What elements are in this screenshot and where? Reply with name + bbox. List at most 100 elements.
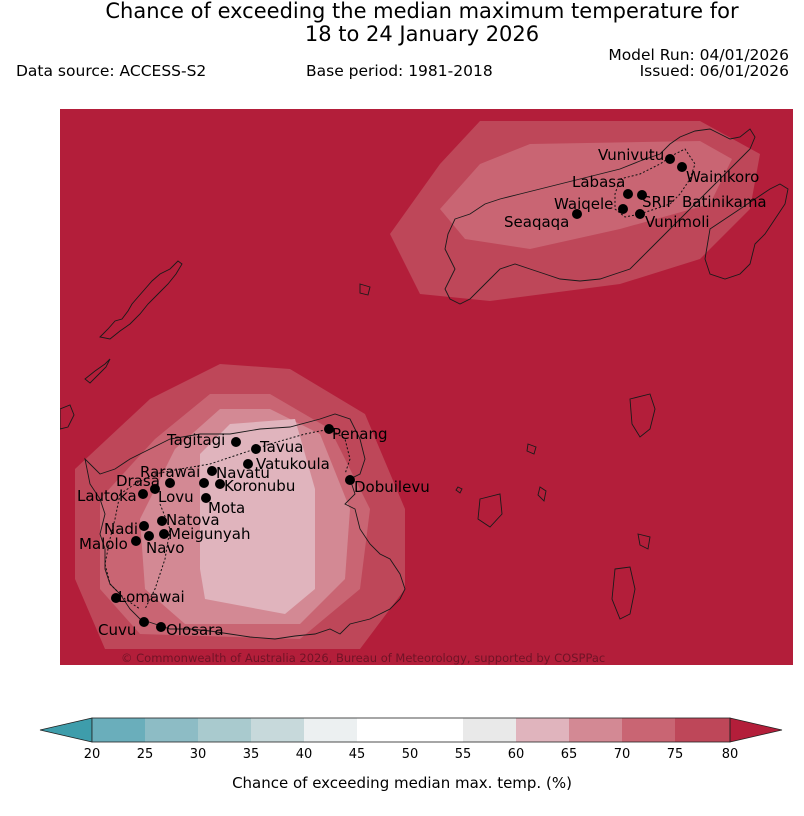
boundary-vanua-levu (614, 148, 696, 218)
label-batinikama: Batinikama (682, 193, 767, 211)
colorbar-bin-25-30 (145, 718, 198, 742)
colorbar-tick: 65 (561, 747, 578, 762)
coastline-island-4 (537, 486, 547, 502)
label-olosara: Olosara (166, 621, 224, 639)
marker-nadi[interactable]: Nadi (104, 520, 149, 538)
label-natova: Natova (166, 511, 220, 529)
marker-natova[interactable]: Natova (157, 511, 220, 529)
label-navatu: Navatu (216, 464, 270, 482)
marker-vunimoli[interactable]: Vunimoli (635, 209, 710, 231)
coastline-island-1 (629, 393, 656, 438)
marker-labasa[interactable]: Labasa (572, 173, 633, 199)
marker-meigunyah[interactable]: Meigunyah (144, 525, 250, 543)
label-lautoka: Lautoka (77, 487, 137, 505)
label-rarawai: Rarawai (140, 463, 200, 481)
colorbar-ticks: 20 25 30 35 40 45 50 55 60 65 70 75 80 (84, 747, 739, 762)
colorbar: 20 25 30 35 40 45 50 55 60 65 70 75 80 (39, 717, 783, 762)
colorbar-tick: 75 (667, 747, 684, 762)
base-period: Base period: 1981-2018 (306, 62, 493, 80)
marker-lomawai[interactable]: Lomawai (111, 588, 185, 606)
data-source: Data source: ACCESS-S2 (16, 62, 207, 80)
colorbar-bin-35-40 (251, 718, 304, 742)
label-lovu: Lovu (158, 488, 194, 506)
label-meigunyah: Meigunyah (168, 525, 250, 543)
marker-mota[interactable]: Mota (201, 493, 245, 517)
coastline-island-2 (477, 493, 503, 528)
marker-waiqele[interactable]: Waiqele (554, 195, 628, 214)
marker-malolo[interactable]: Malolo (79, 535, 141, 553)
label-dobuilevu: Dobuilevu (354, 478, 430, 496)
marker-tavua[interactable]: Tavua (251, 438, 303, 456)
colorbar-bin-55-60 (463, 718, 516, 742)
marker-tagitagi[interactable]: Tagitagi (166, 431, 241, 449)
marker-drasa[interactable]: Drasa (116, 472, 175, 494)
coastline-islet-chain-2 (84, 358, 111, 384)
colorbar-bin-30-35 (198, 718, 251, 742)
colorbar-bin-70-75 (622, 718, 675, 742)
coastline-island-7 (637, 533, 651, 550)
marker-navo[interactable]: Navo (146, 539, 184, 557)
copyright-credit: © Commonwealth of Australia 2026, Bureau… (121, 651, 605, 665)
marker-batinikama[interactable]: Batinikama (682, 193, 767, 211)
issued-date: Issued: 06/01/2026 (639, 62, 789, 80)
colorbar-label: Chance of exceeding median max. temp. (%… (232, 774, 572, 792)
colorbar-low-arrow (39, 717, 93, 743)
coastline-vanua-levu (444, 128, 756, 305)
map-title: Chance of exceeding the median maximum t… (0, 0, 804, 46)
marker-seaqaqa[interactable]: Seaqaqa (504, 209, 582, 231)
location-markers: Vunivutu Wainikoro Labasa SRIF Batinikam… (77, 146, 767, 639)
colorbar-bin-75-80 (675, 718, 730, 742)
coastline-viti-levu (84, 413, 406, 640)
label-tagitagi: Tagitagi (166, 431, 225, 449)
marker-lautoka[interactable]: Lautoka (77, 487, 148, 505)
south-contour-group (75, 364, 405, 649)
label-lomawai: Lomawai (118, 588, 185, 606)
marker-cuvu[interactable]: Cuvu (98, 617, 149, 639)
marker-srif[interactable]: SRIF (637, 190, 675, 211)
marker-dobuilevu[interactable]: Dobuilevu (345, 475, 430, 496)
label-srif: SRIF (642, 193, 675, 211)
colorbar-tick: 45 (349, 747, 366, 762)
label-wainikoro: Wainikoro (686, 168, 759, 186)
label-koronubu: Koronubu (224, 477, 295, 495)
label-vunivutu: Vunivutu (598, 146, 664, 164)
colorbar-bin-50-55 (410, 718, 463, 742)
label-malolo: Malolo (79, 535, 128, 553)
coastline-island-8 (455, 486, 463, 494)
colorbar-tick: 20 (84, 747, 101, 762)
label-vatukoula: Vatukoula (256, 455, 330, 473)
label-navo: Navo (146, 539, 184, 557)
label-penang: Penang (332, 425, 387, 443)
marker-lovu[interactable]: Lovu (158, 488, 194, 506)
coastline-island-5 (359, 283, 371, 296)
colorbar-bin-65-70 (569, 718, 622, 742)
marker-navatu[interactable]: Navatu (207, 464, 270, 482)
coastline-islet-chain-west (99, 260, 183, 340)
colorbar-tick: 60 (508, 747, 525, 762)
marker-wainikoro[interactable]: Wainikoro (677, 162, 759, 186)
marker-penang[interactable]: Penang (324, 424, 387, 443)
marker-vunivutu[interactable]: Vunivutu (598, 146, 675, 164)
label-mota: Mota (208, 499, 245, 517)
model-run: Model Run: 04/01/2026 (608, 46, 789, 64)
coastline-islet-3 (60, 404, 75, 430)
title-line-2: 18 to 24 January 2026 (304, 22, 540, 46)
marker-koronubu[interactable]: Koronubu (199, 477, 295, 495)
colorbar-bin-20-25 (92, 718, 145, 742)
probability-map: Vunivutu Wainikoro Labasa SRIF Batinikam… (60, 109, 793, 665)
colorbar-bin-40-45 (304, 718, 357, 742)
coastline-island-3 (611, 566, 636, 620)
marker-olosara[interactable]: Olosara (156, 621, 224, 639)
marker-vatukoula[interactable]: Vatukoula (243, 455, 330, 473)
label-seaqaqa: Seaqaqa (504, 213, 569, 231)
colorbar-tick: 40 (296, 747, 313, 762)
colorbar-tick: 25 (137, 747, 154, 762)
coastlines (60, 128, 789, 640)
coastline-taveuni (704, 183, 789, 280)
colorbar-tick: 30 (190, 747, 207, 762)
marker-rarawai[interactable]: Rarawai (140, 463, 200, 481)
label-cuvu: Cuvu (98, 621, 136, 639)
colorbar-tick: 80 (722, 747, 739, 762)
title-line-1: Chance of exceeding the median maximum t… (105, 0, 739, 23)
label-nadi: Nadi (104, 520, 138, 538)
